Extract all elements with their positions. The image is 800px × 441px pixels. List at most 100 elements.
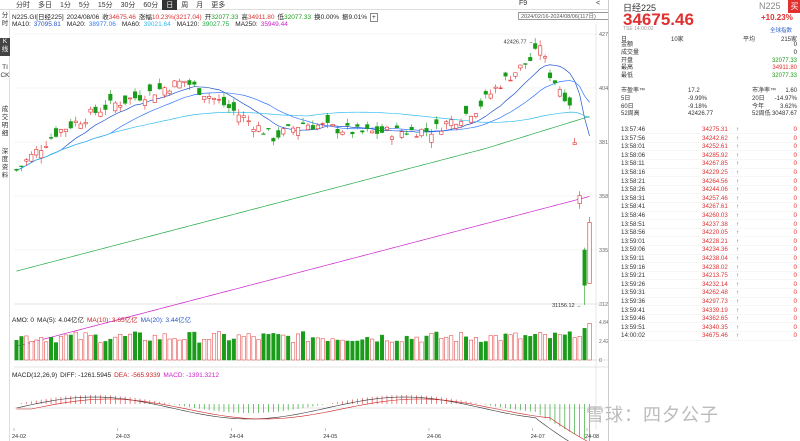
candle-body	[552, 80, 557, 84]
stat-value: 32077.33	[771, 73, 797, 80]
tick-up-icon: ↑	[736, 143, 740, 151]
quote-stat-row: 开盘 32077.33	[621, 58, 797, 66]
candle-body	[414, 136, 419, 138]
stat-key: 成交量	[621, 49, 640, 56]
volume-bar	[217, 331, 221, 361]
candle-body	[83, 122, 88, 125]
volume-bar	[98, 342, 103, 361]
side-tab[interactable]: 分时	[1, 12, 9, 27]
candle-body	[434, 119, 439, 125]
valuation-row: 60日 -9.18% 今年 3.62%	[621, 104, 797, 112]
tick-up-icon: ↑	[736, 255, 740, 262]
volume-bar	[137, 332, 142, 361]
add-indicator-button[interactable]: +	[369, 13, 378, 22]
period-tab[interactable]: 60分	[143, 1, 159, 9]
tick-time: 13:59:16	[621, 263, 646, 271]
period-tab[interactable]: 月	[196, 1, 204, 9]
period-tab[interactable]: 分时	[16, 1, 30, 9]
volume-bar	[389, 341, 394, 361]
tick-volume: 0	[793, 315, 797, 323]
volume-bar	[291, 342, 296, 361]
side-tab[interactable]: 成交明细	[1, 106, 9, 137]
side-tab[interactable]: K线	[0, 38, 10, 56]
tick-time: 13:59:46	[621, 315, 646, 323]
amo-tick: 2.42亿亿	[599, 338, 608, 345]
date-tick: 24-08	[585, 434, 599, 440]
candle-body	[197, 88, 202, 96]
volume-bar	[488, 335, 493, 361]
candle-body	[182, 80, 187, 83]
period-tab[interactable]: 30分	[120, 1, 136, 9]
volume-bar	[468, 339, 473, 361]
global-index-link[interactable]: 全球指数	[770, 28, 793, 34]
date-tick: 24-02	[12, 434, 26, 440]
quote-stat-row: 最低 32077.33	[621, 73, 797, 81]
low-label: 低	[277, 14, 284, 21]
volume-bar	[533, 334, 538, 361]
breadth-d: 215家	[781, 37, 798, 43]
turnover-value: 0.00%	[320, 14, 340, 21]
tick-time: 13:57:46	[621, 126, 646, 133]
candle-body	[226, 104, 231, 109]
candle-body	[221, 96, 226, 106]
tick-time: 13:58:01	[621, 143, 646, 151]
period-tabs: 分时 多日 1分 5分 15分 30分 60分日周月更多	[0, 0, 608, 10]
volume-bar	[582, 328, 587, 361]
candle-body	[345, 123, 350, 126]
side-tab[interactable]: 深度资料	[1, 148, 9, 179]
volume-bar	[399, 341, 404, 361]
ma-label: MA20:	[66, 21, 86, 28]
volume-bar	[385, 340, 389, 361]
valuation-cell: 42426.77	[688, 111, 714, 118]
candle-body	[468, 116, 473, 123]
volume-bar	[340, 339, 345, 361]
volume-bar	[133, 331, 138, 361]
candle-body	[216, 99, 222, 101]
tick-volume: 0	[793, 280, 797, 288]
candle-body	[286, 124, 291, 126]
back-icon[interactable]: <	[596, 0, 601, 7]
tick-volume: 0	[793, 332, 797, 340]
period-tab[interactable]: 5分	[78, 1, 90, 9]
volume-bar	[449, 335, 454, 361]
high-label: 高	[241, 14, 248, 21]
candle-body	[207, 96, 212, 99]
period-tab[interactable]: 多日	[38, 1, 52, 9]
volume-bar	[320, 338, 325, 361]
kline-chart[interactable]: 42700 40400 38100 35800 33500 31200 42426.77 →…	[0, 0, 608, 441]
candle-body	[360, 130, 365, 133]
period-tab[interactable]: 15分	[97, 1, 113, 9]
volume-bar	[226, 340, 231, 361]
tick-up-icon: ↑	[736, 237, 740, 245]
tick-time: 13:59:06	[621, 246, 646, 254]
period-tab[interactable]: 更多	[211, 1, 226, 9]
volume-bar	[39, 337, 44, 361]
side-tab[interactable]: TICK	[0, 64, 10, 79]
buy-button[interactable]: 买	[788, 0, 800, 13]
period-tab[interactable]: 周	[181, 1, 189, 9]
period-tab[interactable]: 1分	[60, 1, 71, 9]
volume-bar	[44, 341, 49, 361]
f9-button[interactable]: F9	[519, 0, 528, 7]
candle-body	[355, 124, 360, 127]
volume-bar	[355, 340, 360, 361]
candle-body	[518, 64, 523, 69]
tick-up-icon: ↑	[736, 134, 740, 142]
stat-value: 0	[793, 49, 797, 56]
tick-time: 13:58:46	[621, 212, 646, 219]
volume-bar	[276, 334, 281, 361]
tick-up-icon: ↑	[736, 229, 740, 237]
tick-price: 34275.31	[702, 126, 728, 133]
candle-body	[533, 43, 538, 49]
tick-price: 34242.62	[702, 134, 728, 142]
tick-row: 13:59:01 34228.21 ↑ 0	[621, 237, 797, 247]
tick-price: 34257.46	[702, 194, 728, 202]
volume-bar	[78, 339, 83, 361]
candle-body	[103, 104, 108, 110]
period-tab[interactable]: 日	[162, 0, 178, 10]
volume-bar	[177, 339, 182, 361]
macd-dea: DEA: -565.9339	[114, 372, 161, 379]
tick-volume: 0	[793, 134, 797, 142]
volume-bar	[266, 334, 271, 361]
tick-time: 13:57:56	[621, 134, 646, 142]
